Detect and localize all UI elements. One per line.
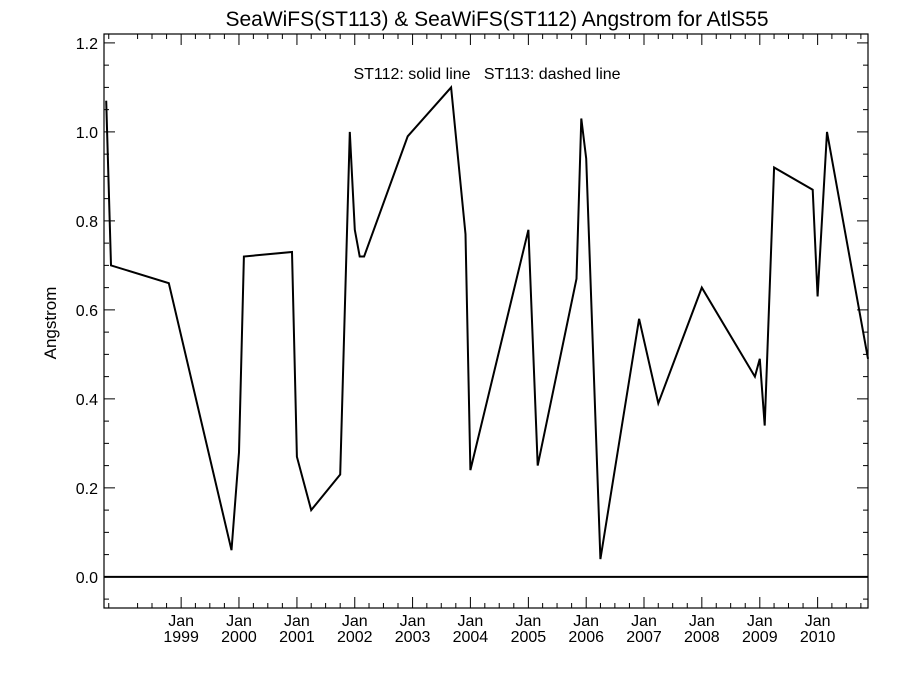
- x-tick-label-month: Jan: [631, 613, 657, 630]
- tick-labels: 0.00.20.40.60.81.01.2Jan1999Jan2000Jan20…: [76, 36, 836, 646]
- x-tick-label-year: 2000: [221, 629, 257, 646]
- x-tick-label-month: Jan: [747, 613, 773, 630]
- y-tick-label: 0.0: [76, 570, 98, 587]
- plot-frame: [103, 33, 869, 609]
- line-style-annotation: ST112: solid line ST113: dashed line: [353, 66, 620, 83]
- x-tick-label-month: Jan: [457, 613, 483, 630]
- x-tick-label-month: Jan: [573, 613, 599, 630]
- x-tick-label-month: Jan: [342, 613, 368, 630]
- y-tick-label: 1.2: [76, 36, 98, 53]
- series-layer: [104, 85, 869, 578]
- series-line-st112: [105, 85, 869, 560]
- x-tick-label-year: 1999: [163, 629, 199, 646]
- x-tick-label-year: 2007: [626, 629, 662, 646]
- x-tick-label-month: Jan: [284, 613, 310, 630]
- x-tick-label-year: 2002: [337, 629, 373, 646]
- x-tick-label-year: 2008: [684, 629, 720, 646]
- x-tick-label-month: Jan: [226, 613, 252, 630]
- y-tick-label: 0.4: [76, 392, 98, 409]
- y-axis-label: Angstrom: [41, 287, 60, 360]
- x-tick-label-month: Jan: [515, 613, 541, 630]
- x-tick-label-year: 2005: [511, 629, 547, 646]
- x-tick-label-month: Jan: [689, 613, 715, 630]
- x-tick-label-year: 2001: [279, 629, 315, 646]
- y-tick-label: 0.6: [76, 303, 98, 320]
- x-tick-label-month: Jan: [805, 613, 831, 630]
- axis-ticks: [104, 34, 868, 608]
- x-tick-label-month: Jan: [168, 613, 194, 630]
- x-tick-label-month: Jan: [400, 613, 426, 630]
- x-tick-label-year: 2010: [800, 629, 836, 646]
- chart-title: SeaWiFS(ST113) & SeaWiFS(ST112) Angstrom…: [225, 8, 768, 31]
- x-tick-label-year: 2006: [568, 629, 604, 646]
- x-tick-label-year: 2003: [395, 629, 431, 646]
- y-tick-label: 1.0: [76, 125, 98, 142]
- y-tick-label: 0.8: [76, 214, 98, 231]
- x-tick-label-year: 2004: [453, 629, 489, 646]
- y-tick-label: 0.2: [76, 481, 98, 498]
- x-tick-label-year: 2009: [742, 629, 778, 646]
